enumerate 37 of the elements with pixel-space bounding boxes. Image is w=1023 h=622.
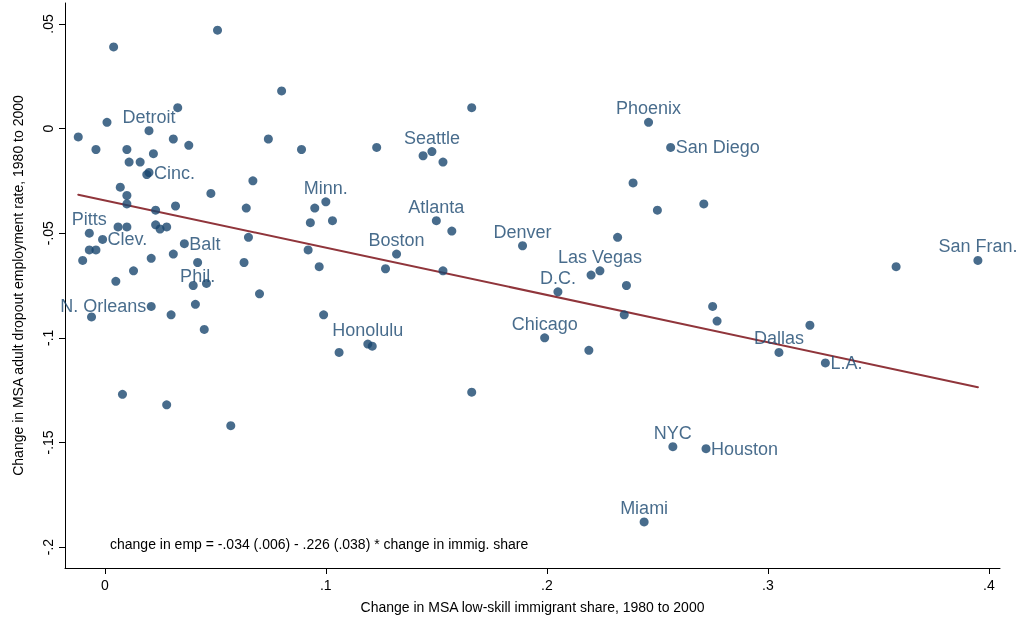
x-tick-label: 0 xyxy=(100,577,109,593)
annotation: Clev. xyxy=(107,229,148,250)
annotation: Denver xyxy=(493,221,552,242)
annotation: Houston xyxy=(711,438,779,459)
annotation: change in emp = -.034 (.006) - .226 (.038) * change in immig. share xyxy=(110,536,529,552)
annotation: Miami xyxy=(620,497,669,518)
annotation: Balt xyxy=(189,233,221,254)
annotation: Boston xyxy=(368,230,425,251)
y-tick-label: -.1 xyxy=(40,329,56,346)
annotation: Pitts xyxy=(71,209,107,230)
annotation: Honolulu xyxy=(332,320,404,341)
annotation: Atlanta xyxy=(408,196,466,217)
annotation: Detroit xyxy=(122,106,176,127)
x-tick-label: .3 xyxy=(762,577,774,593)
annotation: San Diego xyxy=(675,137,760,158)
annotation: Minn. xyxy=(303,177,348,198)
y-tick-label: 0 xyxy=(40,124,56,133)
x-axis-title: Change in MSA low-skill immigrant share, 1980 to 2000 xyxy=(360,599,705,615)
y-axis-title: Change in MSA adult dropout employment rate, 1980 to 2000 xyxy=(10,95,26,476)
y-tick-label: -.2 xyxy=(40,538,56,556)
annotation: Seattle xyxy=(403,127,460,148)
annotation: L.A. xyxy=(830,352,863,373)
annotation: San Fran. xyxy=(938,236,1018,257)
y-tick-label: -.15 xyxy=(40,430,56,455)
annotation: Chicago xyxy=(511,313,578,334)
y-tick-label: -.05 xyxy=(40,220,56,246)
annotation: D.C. xyxy=(539,267,576,288)
y-tick-label: .05 xyxy=(40,13,56,34)
x-tick-label: .4 xyxy=(983,577,995,593)
annotation: Las Vegas xyxy=(557,246,642,267)
annotation: Cinc. xyxy=(154,162,196,183)
annotation: Phil. xyxy=(180,266,216,287)
annotation: Phoenix xyxy=(616,98,682,119)
x-tick-label: .1 xyxy=(319,577,332,593)
x-tick-label: .2 xyxy=(541,577,553,593)
annotation: NYC xyxy=(653,422,692,443)
annotation: Dallas xyxy=(753,328,804,349)
